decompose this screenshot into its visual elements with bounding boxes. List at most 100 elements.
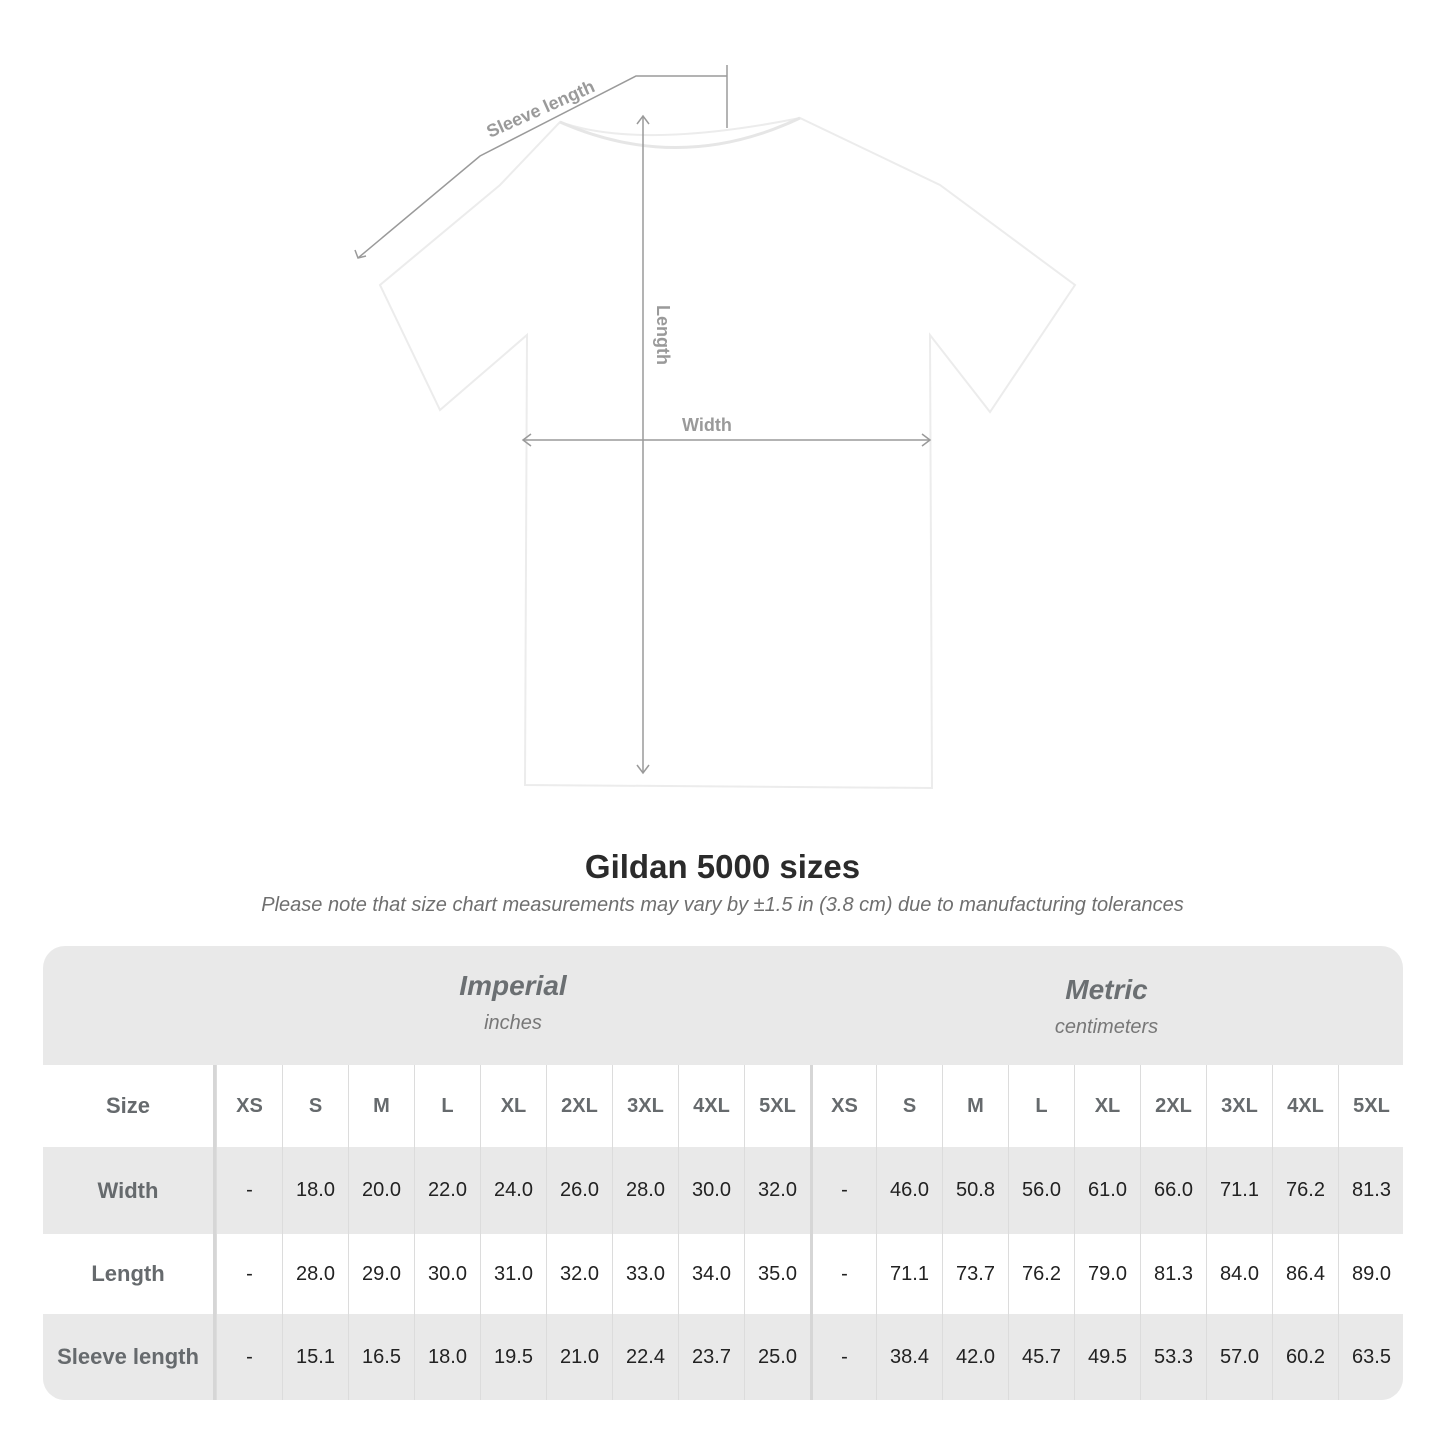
size-header-metric: 5XL: [1338, 1065, 1403, 1147]
table-cell-imperial: 32.0: [744, 1147, 810, 1234]
table-cell-imperial: -: [216, 1147, 282, 1234]
size-header-row: Size XS S M L XL 2XL 3XL 4XL 5XL XS S M L XL 2XL 3XL 4XL 5…: [43, 1065, 1403, 1147]
table-cell-imperial: 30.0: [678, 1147, 744, 1234]
tshirt-shape: [378, 116, 1077, 790]
table-cell-metric: 56.0: [1008, 1147, 1074, 1234]
size-header-metric: 2XL: [1140, 1065, 1206, 1147]
table-cell-metric: 71.1: [1206, 1147, 1272, 1234]
size-header-imperial: 2XL: [546, 1065, 612, 1147]
size-header-imperial: XL: [480, 1065, 546, 1147]
table-cell-imperial: 28.0: [282, 1234, 348, 1314]
table-cell-imperial: 29.0: [348, 1234, 414, 1314]
table-cell-metric: 86.4: [1272, 1234, 1338, 1314]
row-label: Sleeve length: [43, 1314, 216, 1400]
table-cell-metric: 50.8: [942, 1147, 1008, 1234]
table-cell-imperial: 33.0: [612, 1234, 678, 1314]
size-header-imperial: XS: [216, 1065, 282, 1147]
table-cell-metric: 49.5: [1074, 1314, 1140, 1400]
table-cell-imperial: 35.0: [744, 1234, 810, 1314]
length-arrow-bottom: [636, 764, 650, 775]
table-cell-metric: 79.0: [1074, 1234, 1140, 1314]
table-cell-imperial: 21.0: [546, 1314, 612, 1400]
table-cell-imperial: 22.0: [414, 1147, 480, 1234]
table-cell-metric: 76.2: [1272, 1147, 1338, 1234]
tshirt-collar: [559, 116, 801, 150]
table-cell-metric: 81.3: [1140, 1234, 1206, 1314]
table-cell-imperial: 31.0: [480, 1234, 546, 1314]
table-row-length: Length -28.0 29.0 30.0 31.0 32.0 33.0 34.0 35.0-…: [43, 1234, 1403, 1314]
table-cell-imperial: 18.0: [414, 1314, 480, 1400]
table-cell-imperial: 18.0: [282, 1147, 348, 1234]
width-arrow-right: [921, 433, 932, 447]
table-cell-imperial: 34.0: [678, 1234, 744, 1314]
table-cell-metric: -: [810, 1147, 876, 1234]
table-cell-imperial: -: [216, 1314, 282, 1400]
table-cell-imperial: 24.0: [480, 1147, 546, 1234]
table-row-sleeve-length: Sleeve length -15.1 16.5 18.0 19.5 21.0 22.4 23…: [43, 1314, 1403, 1400]
size-header-metric: S: [876, 1065, 942, 1147]
table-cell-metric: 66.0: [1140, 1147, 1206, 1234]
width-label: Width: [682, 415, 732, 435]
sleeve-arrow-head: [354, 249, 367, 259]
table-cell-metric: 89.0: [1338, 1234, 1403, 1314]
table-cell-metric: 45.7: [1008, 1314, 1074, 1400]
table-cell-metric: -: [810, 1314, 876, 1400]
table-cell-metric: 60.2: [1272, 1314, 1338, 1400]
row-label: Width: [43, 1147, 216, 1234]
tolerance-note: Please note that size chart measurements…: [261, 894, 1184, 916]
size-header-metric: 4XL: [1272, 1065, 1338, 1147]
table-cell-imperial: 26.0: [546, 1147, 612, 1234]
imperial-header: Imperial inches: [216, 970, 810, 1089]
table-cell-metric: 57.0: [1206, 1314, 1272, 1400]
size-label: Size: [43, 1065, 216, 1147]
table-cell-metric: 38.4: [876, 1314, 942, 1400]
length-label: Length: [653, 305, 673, 365]
table-cell-imperial: 32.0: [546, 1234, 612, 1314]
table-cell-metric: 76.2: [1008, 1234, 1074, 1314]
row-label: Length: [43, 1234, 216, 1314]
page-title: Gildan 5000 sizes: [584, 848, 861, 885]
size-header-imperial: M: [348, 1065, 414, 1147]
size-header-imperial: S: [282, 1065, 348, 1147]
table-cell-metric: 63.5: [1338, 1314, 1403, 1400]
metric-title: Metric: [1065, 974, 1148, 1005]
size-header-metric: 3XL: [1206, 1065, 1272, 1147]
metric-unit: centimeters: [1054, 1016, 1159, 1038]
metric-header: Metric centimeters: [810, 974, 1403, 1093]
table-cell-metric: 81.3: [1338, 1147, 1403, 1234]
table-cell-metric: 73.7: [942, 1234, 1008, 1314]
size-header-imperial: 3XL: [612, 1065, 678, 1147]
table-cell-imperial: 20.0: [348, 1147, 414, 1234]
size-header-metric: XL: [1074, 1065, 1140, 1147]
table-cell-metric: 84.0: [1206, 1234, 1272, 1314]
size-header-metric: M: [942, 1065, 1008, 1147]
size-header-imperial: 5XL: [744, 1065, 810, 1147]
table-cell-imperial: -: [216, 1234, 282, 1314]
table-cell-imperial: 23.7: [678, 1314, 744, 1400]
width-arrow-left: [521, 433, 532, 447]
table-cell-metric: 61.0: [1074, 1147, 1140, 1234]
size-header-metric: L: [1008, 1065, 1074, 1147]
table-cell-metric: 46.0: [876, 1147, 942, 1234]
size-table: Imperial inches Metric centimeters Size X…: [43, 946, 1403, 1400]
table-cell-imperial: 30.0: [414, 1234, 480, 1314]
table-cell-imperial: 25.0: [744, 1314, 810, 1400]
imperial-title: Imperial: [459, 970, 567, 1001]
table-cell-imperial: 15.1: [282, 1314, 348, 1400]
size-header-imperial: 4XL: [678, 1065, 744, 1147]
size-header-metric: XS: [810, 1065, 876, 1147]
table-row-width: Width -18.0 20.0 22.0 24.0 26.0 28.0 30.0 32.0-4…: [43, 1147, 1403, 1234]
tshirt-diagram: Sleeve length Length Width: [354, 65, 1077, 790]
table-cell-metric: -: [810, 1234, 876, 1314]
sleeve-length-line: [357, 75, 727, 259]
table-cell-metric: 53.3: [1140, 1314, 1206, 1400]
table-cell-imperial: 16.5: [348, 1314, 414, 1400]
table-cell-metric: 71.1: [876, 1234, 942, 1314]
table-cell-imperial: 22.4: [612, 1314, 678, 1400]
table-cell-imperial: 19.5: [480, 1314, 546, 1400]
size-header-imperial: L: [414, 1065, 480, 1147]
table-cell-imperial: 28.0: [612, 1147, 678, 1234]
length-arrow-top: [636, 114, 650, 125]
table-cell-metric: 42.0: [942, 1314, 1008, 1400]
imperial-unit: inches: [484, 1012, 542, 1034]
